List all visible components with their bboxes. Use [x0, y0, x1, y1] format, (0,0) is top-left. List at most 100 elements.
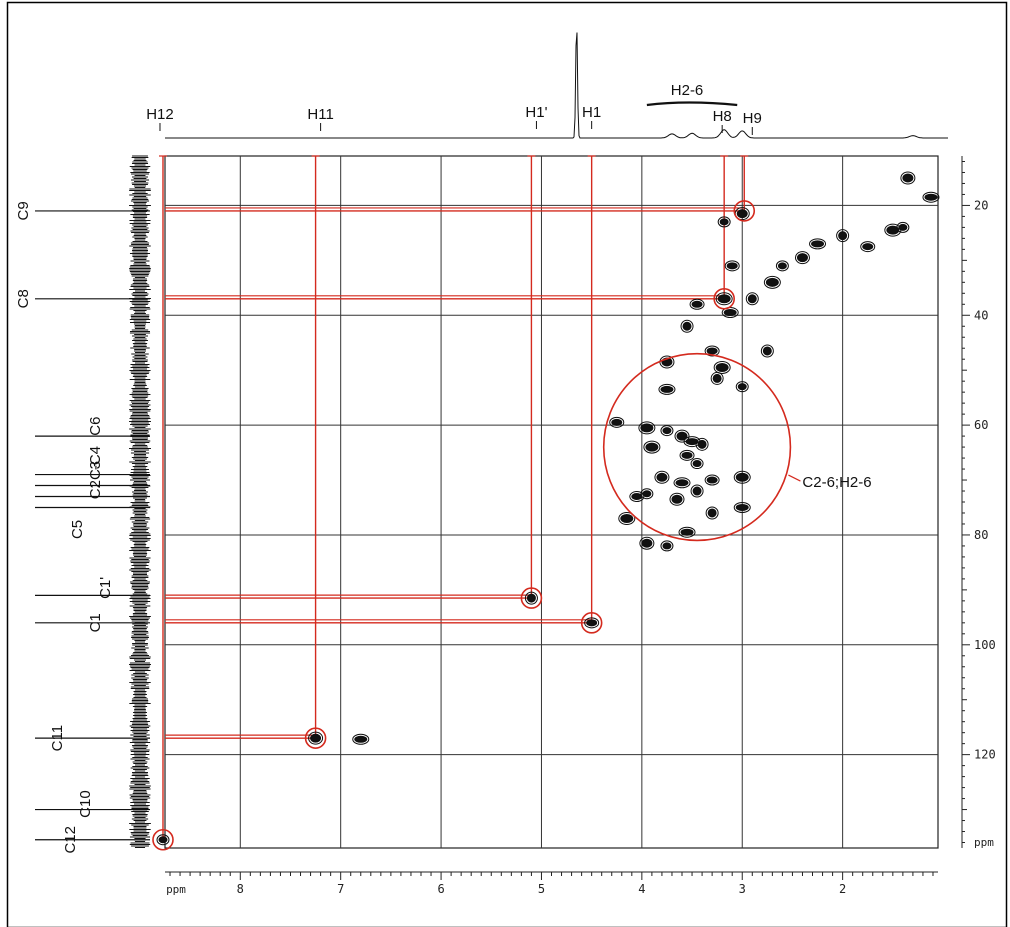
cross-peak	[691, 300, 703, 308]
cross-peak	[924, 193, 938, 201]
cross-peak-contour	[775, 260, 789, 272]
cross-peak	[706, 347, 718, 355]
cross-peak	[902, 173, 914, 183]
y-tick-label: 100	[974, 638, 996, 652]
carbon-label: C10	[77, 790, 94, 818]
cross-peak	[717, 294, 731, 304]
cross-peak-contour	[733, 470, 751, 484]
correlation-circle	[520, 587, 543, 609]
cross-peak	[310, 733, 322, 743]
cross-peak	[723, 309, 737, 317]
cross-peak	[640, 423, 654, 433]
carbon-label: C11	[49, 725, 66, 751]
cross-peak	[662, 542, 672, 550]
y-tick-label: 80	[974, 528, 988, 542]
cross-peak	[886, 225, 900, 235]
cross-peak-contour	[638, 421, 656, 435]
cross-peak	[777, 262, 787, 270]
cross-peak	[660, 385, 674, 393]
cross-peak-contour	[639, 536, 655, 550]
frame-border	[6, 1, 1008, 927]
cross-peak	[158, 836, 168, 844]
cross-peak	[631, 493, 643, 501]
proton-label: H12	[146, 106, 174, 123]
region-label: C2-6;H2-6	[802, 474, 871, 491]
carbon-trace	[129, 155, 151, 849]
proton-range-bracket	[646, 101, 738, 107]
proton-label: H1'	[525, 104, 547, 121]
cross-peak	[641, 538, 653, 548]
cross-peak	[620, 513, 634, 523]
cross-peak	[726, 262, 738, 270]
cross-peak	[735, 472, 749, 482]
x-axis: 8 7 6 5 4 3 2 ppm	[165, 871, 938, 896]
proton-label: H1	[582, 104, 601, 121]
correlation-circle	[713, 287, 735, 310]
cross-peak-contour	[658, 383, 676, 395]
cross-peak-contour	[704, 474, 720, 486]
cross-peak-contour	[609, 416, 625, 428]
cross-peak-contour	[860, 241, 876, 253]
cross-peak	[680, 528, 694, 536]
carbon-label: C5	[69, 520, 86, 539]
carbon-label: C1'	[97, 577, 114, 599]
cross-peak-contour	[713, 360, 731, 374]
region-leader-line	[788, 474, 801, 482]
correlation-circle	[152, 828, 174, 851]
correlation-circle	[304, 727, 327, 749]
cross-peak-contour	[760, 344, 774, 358]
cross-peak-contour	[900, 171, 916, 185]
x-tick-label: 4	[638, 882, 645, 896]
cross-peak	[692, 486, 702, 496]
x-tick-label: 7	[337, 882, 344, 896]
cross-peak	[838, 231, 848, 241]
cross-peak-contour	[618, 511, 636, 525]
cross-peak	[707, 508, 717, 518]
region-circle	[602, 352, 792, 542]
x-axis-unit: ppm	[166, 883, 186, 896]
cross-peak-contour	[717, 216, 731, 228]
cross-peak-contour	[735, 381, 749, 393]
x-tick-label: 5	[538, 882, 545, 896]
cross-peak-contour	[690, 484, 704, 498]
carbon-label: C8	[15, 289, 32, 308]
correlation-circle	[580, 612, 603, 634]
x-tick-label: 2	[839, 882, 846, 896]
cross-peak-contour	[673, 477, 691, 489]
cross-peak-contour	[674, 429, 690, 443]
y-tick-label: 60	[974, 418, 988, 432]
y-tick-label: 20	[974, 198, 988, 212]
x-tick-label: 6	[437, 882, 444, 896]
cross-peak-contour	[690, 458, 704, 470]
cross-peak-contour	[710, 371, 724, 385]
proton-1d-spectrum: H12 H11 H1' H1 H2-6 H8 H9	[146, 32, 948, 139]
y-axis-unit: ppm	[974, 836, 994, 849]
cross-peak	[675, 479, 689, 487]
cross-peak-contour	[308, 731, 324, 745]
cross-peak	[685, 438, 699, 446]
cross-peak-contour	[724, 260, 740, 272]
cross-peak-contour	[794, 251, 810, 265]
cross-peak-contour	[689, 298, 705, 310]
cross-peaks	[156, 171, 940, 846]
cross-peak-contour	[156, 834, 170, 846]
cross-peak	[526, 593, 536, 603]
proton-trace	[165, 32, 948, 139]
cross-peak-contour	[763, 275, 781, 289]
proton-label: H11	[307, 106, 333, 123]
carbon-label: C12	[62, 826, 79, 854]
correlation-circle	[733, 200, 756, 222]
cross-peak-contour	[352, 733, 370, 745]
cross-peak-contour	[704, 345, 720, 357]
cross-peak	[662, 427, 672, 435]
cross-peak-contour	[836, 229, 850, 243]
cross-peak	[682, 321, 692, 331]
cross-peak	[796, 253, 808, 263]
carbon-1d-spectrum: C9 C8 C6 C2C3-C4 C5 C1' C1 C11 C10 C12	[15, 155, 151, 854]
cross-peak	[611, 418, 623, 426]
cross-peak	[735, 503, 749, 511]
cross-peak	[681, 451, 693, 459]
cross-peak	[747, 294, 757, 304]
cross-peak-contour	[524, 591, 538, 605]
